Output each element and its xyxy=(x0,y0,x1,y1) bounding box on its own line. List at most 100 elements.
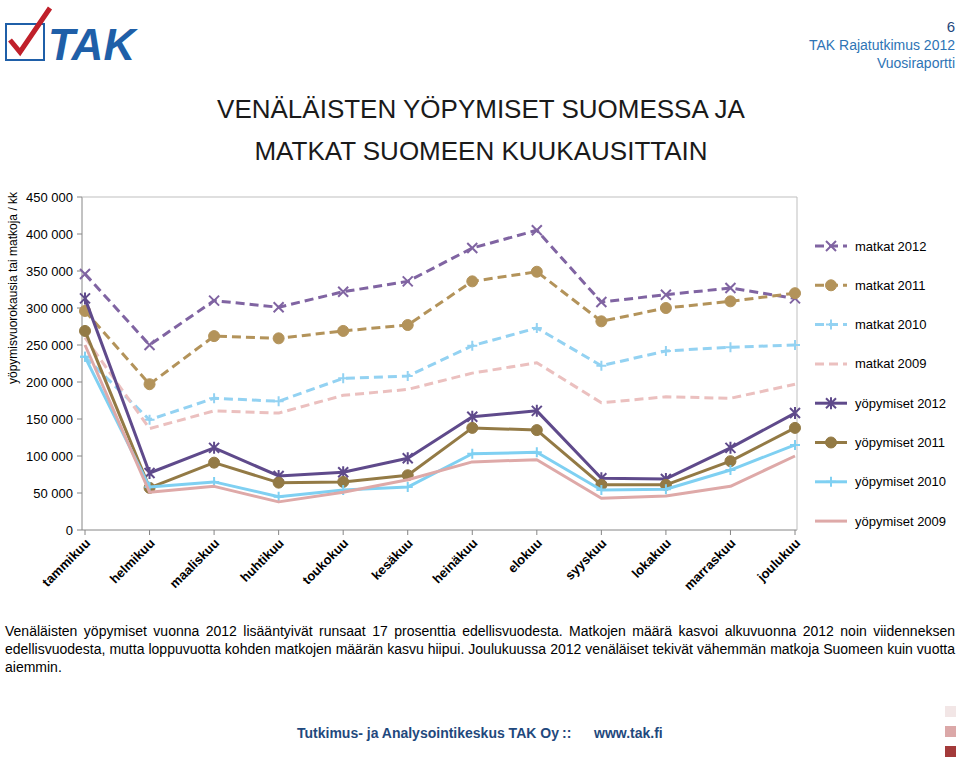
x-tick xyxy=(85,530,86,535)
y-tick xyxy=(77,530,82,531)
plot-frame xyxy=(797,197,798,530)
data-point xyxy=(790,340,800,350)
footer-separator: :: xyxy=(562,725,571,741)
data-point xyxy=(790,422,801,433)
x-tick-label: lokakuu xyxy=(629,535,674,580)
legend-label: matkat 2009 xyxy=(855,356,927,371)
data-point xyxy=(403,371,413,381)
data-point xyxy=(403,276,413,286)
y-tick-label: 200 000 xyxy=(26,375,73,390)
decoration xyxy=(945,726,956,737)
series xyxy=(85,338,795,429)
y-tick xyxy=(77,197,82,198)
legend-label: yöpymiset 2009 xyxy=(855,514,946,529)
footer-url: www.tak.fi xyxy=(593,725,663,741)
legend: matkat 2012 matkat 2011 matkat 2010 matkat … xyxy=(815,239,946,529)
data-point xyxy=(467,449,477,459)
data-point xyxy=(274,302,284,312)
data-point xyxy=(274,396,284,406)
chart-title: VENÄLÄISTEN YÖPYMISET SUOMESSA JA MATKAT… xyxy=(191,88,771,172)
series-line xyxy=(85,331,795,488)
x-tick xyxy=(601,530,602,535)
legend-swatch xyxy=(815,362,847,365)
data-point xyxy=(80,292,90,304)
series xyxy=(85,345,795,502)
data-point xyxy=(273,333,284,344)
x-tick xyxy=(149,530,150,535)
y-tick-label: 0 xyxy=(66,523,73,538)
legend-label: matkat 2012 xyxy=(855,239,927,254)
x-tick xyxy=(665,530,666,535)
data-point xyxy=(209,296,219,306)
data-point xyxy=(725,283,735,293)
data-point xyxy=(273,477,284,488)
legend-marker xyxy=(826,437,837,448)
series-line xyxy=(85,345,795,502)
data-point xyxy=(661,290,671,300)
x-axis-line xyxy=(82,530,797,531)
data-point xyxy=(725,465,735,475)
legend-marker xyxy=(826,477,836,487)
series xyxy=(80,352,800,502)
x-tick-label: heinäkuu xyxy=(429,535,480,586)
y-tick xyxy=(77,419,82,420)
data-point xyxy=(531,266,542,277)
series-line xyxy=(85,338,795,429)
x-tick-label: huhtikuu xyxy=(237,535,286,584)
series-line xyxy=(85,328,795,420)
y-tick-label: 350 000 xyxy=(26,264,73,279)
y-axis-title: yöpymisvuorokausia tai matkoja / kk xyxy=(6,191,20,384)
y-tick xyxy=(77,382,82,383)
y-axis-line xyxy=(82,197,83,530)
page-number: 6 xyxy=(947,18,955,35)
data-point xyxy=(532,447,542,457)
legend-marker xyxy=(826,397,836,409)
x-tick xyxy=(472,530,473,535)
y-tick-label: 50 000 xyxy=(33,486,73,501)
series xyxy=(80,323,800,425)
data-point xyxy=(145,340,155,350)
series-line xyxy=(85,230,795,345)
data-point xyxy=(209,393,219,403)
y-tick-label: 300 000 xyxy=(26,301,73,316)
data-point xyxy=(596,361,606,371)
x-tick-label: maaliskuu xyxy=(167,535,223,591)
legend-label: yöpymiset 2011 xyxy=(855,435,945,450)
data-point xyxy=(531,425,542,436)
data-point xyxy=(403,482,413,492)
legend-label: matkat 2010 xyxy=(855,317,927,332)
data-point xyxy=(467,341,477,351)
x-tick xyxy=(214,530,215,535)
data-point xyxy=(725,456,736,467)
data-point xyxy=(596,297,606,307)
legend-label: matkat 2011 xyxy=(855,278,926,293)
data-point xyxy=(661,346,671,356)
series xyxy=(80,266,801,389)
plot-area xyxy=(80,225,801,502)
x-tick xyxy=(730,530,731,535)
legend-swatch xyxy=(815,520,847,523)
y-tick-label: 150 000 xyxy=(26,412,73,427)
footer-company: Tutkimus- ja Analysointikeskus TAK Oy xyxy=(297,725,559,741)
series xyxy=(80,292,800,485)
decoration xyxy=(945,706,956,717)
data-point xyxy=(790,288,801,299)
y-tick-label: 100 000 xyxy=(26,449,73,464)
data-point xyxy=(790,407,800,419)
x-tick-label: toukokuu xyxy=(299,535,351,587)
legend-marker xyxy=(826,241,836,251)
data-point xyxy=(80,269,90,279)
legend-label: yöpymiset 2012 xyxy=(855,396,946,411)
data-point xyxy=(725,442,735,454)
data-point xyxy=(467,243,477,253)
y-tick xyxy=(77,345,82,346)
y-tick-label: 450 000 xyxy=(26,190,73,205)
data-point xyxy=(338,325,349,336)
legend-marker xyxy=(826,320,836,330)
data-point xyxy=(596,485,606,495)
x-tick xyxy=(536,530,537,535)
x-tick xyxy=(343,530,344,535)
data-point xyxy=(467,422,478,433)
x-tick-label: tammikuu xyxy=(39,535,93,589)
y-tick-label: 250 000 xyxy=(26,338,73,353)
